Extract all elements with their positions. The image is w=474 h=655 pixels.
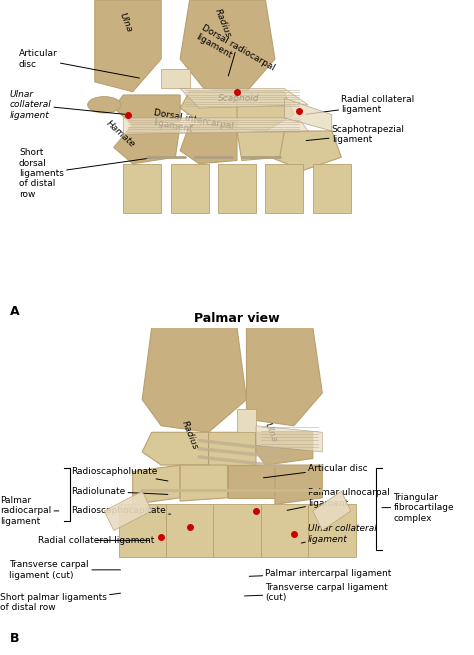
Polygon shape: [246, 328, 322, 426]
Polygon shape: [237, 131, 284, 160]
Polygon shape: [213, 504, 261, 557]
Polygon shape: [180, 88, 308, 108]
Text: Palmar
radiocarpal
ligament: Palmar radiocarpal ligament: [0, 496, 59, 526]
Text: Radioscaphocapitate: Radioscaphocapitate: [71, 506, 171, 515]
Polygon shape: [180, 124, 237, 164]
Text: Radioscapholunate: Radioscapholunate: [71, 467, 168, 481]
Text: Radial collateral
ligament: Radial collateral ligament: [306, 95, 415, 115]
Polygon shape: [265, 164, 303, 213]
Polygon shape: [142, 432, 209, 465]
Polygon shape: [161, 69, 190, 88]
Polygon shape: [104, 491, 152, 531]
Polygon shape: [133, 465, 180, 504]
Text: Radiolunate: Radiolunate: [71, 487, 168, 496]
Polygon shape: [256, 426, 322, 452]
Text: Hamate: Hamate: [104, 119, 137, 149]
Text: Dorsal intercarpal
ligament: Dorsal intercarpal ligament: [152, 108, 235, 141]
Polygon shape: [313, 164, 351, 213]
Text: Scaphoid: Scaphoid: [218, 94, 260, 103]
Polygon shape: [284, 98, 332, 131]
Polygon shape: [256, 432, 313, 465]
Polygon shape: [114, 95, 180, 124]
Text: Transverse carpal
ligament (cut): Transverse carpal ligament (cut): [9, 560, 120, 580]
Polygon shape: [114, 124, 180, 164]
Polygon shape: [118, 504, 166, 557]
Text: Short palmar ligaments
of distal row: Short palmar ligaments of distal row: [0, 593, 120, 612]
Polygon shape: [308, 504, 356, 557]
Text: Radial collateral ligament: Radial collateral ligament: [38, 536, 155, 545]
Text: Ulnar collateral
ligament: Ulnar collateral ligament: [301, 524, 377, 544]
Polygon shape: [180, 465, 228, 501]
Polygon shape: [142, 328, 246, 432]
Text: Transverse carpal ligament
(cut): Transverse carpal ligament (cut): [245, 583, 388, 603]
Polygon shape: [123, 164, 161, 213]
Title: Palmar view: Palmar view: [194, 312, 280, 325]
Polygon shape: [313, 491, 351, 531]
Text: Radius: Radius: [213, 7, 233, 39]
Text: Ulnar
collateral
ligament: Ulnar collateral ligament: [9, 90, 125, 120]
Polygon shape: [275, 465, 322, 504]
Text: Ulna: Ulna: [118, 12, 134, 34]
Text: Palmar intercarpal ligament: Palmar intercarpal ligament: [249, 569, 392, 578]
Polygon shape: [218, 92, 294, 131]
Polygon shape: [166, 504, 213, 557]
Polygon shape: [218, 164, 256, 213]
Polygon shape: [261, 504, 308, 557]
Text: B: B: [9, 632, 19, 645]
Polygon shape: [171, 164, 209, 213]
Text: Radius: Radius: [180, 420, 200, 451]
Polygon shape: [123, 118, 308, 134]
Polygon shape: [228, 465, 275, 498]
Ellipse shape: [88, 96, 121, 113]
Text: Articular
disc: Articular disc: [19, 49, 139, 78]
Polygon shape: [180, 0, 275, 92]
Polygon shape: [209, 432, 256, 468]
Text: Scaphotrapezial
ligament: Scaphotrapezial ligament: [306, 124, 405, 144]
Polygon shape: [180, 92, 237, 121]
Text: Palmar ulnocarpal
ligament: Palmar ulnocarpal ligament: [287, 488, 390, 510]
Polygon shape: [270, 131, 341, 170]
Text: Ulna: Ulna: [262, 421, 278, 443]
Text: Articular disc: Articular disc: [264, 464, 368, 477]
Text: Short
dorsal
ligaments
of distal
row: Short dorsal ligaments of distal row: [19, 148, 154, 199]
Text: Dorsal radiocarpal
ligament: Dorsal radiocarpal ligament: [194, 23, 276, 82]
Text: A: A: [9, 305, 19, 318]
Polygon shape: [237, 409, 256, 432]
Text: Triangular
fibrocartilage
complex: Triangular fibrocartilage complex: [382, 493, 454, 523]
Polygon shape: [95, 0, 161, 92]
